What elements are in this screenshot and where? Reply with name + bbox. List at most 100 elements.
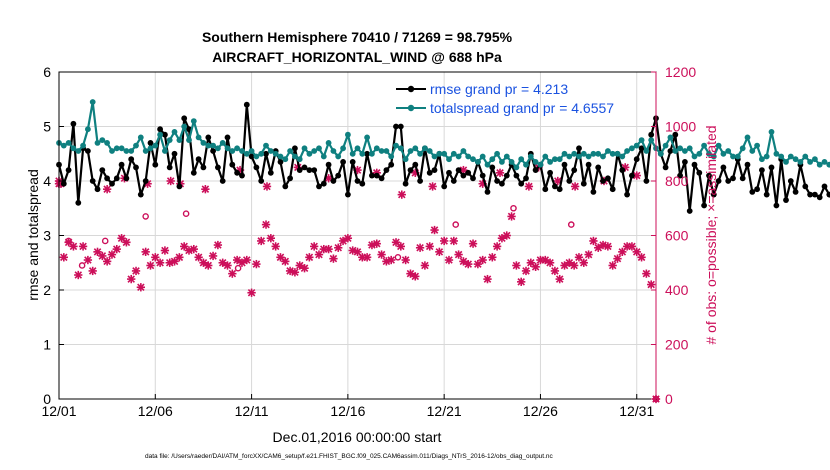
series-point-totalspread	[210, 142, 217, 149]
series-point-totalspread	[672, 148, 679, 154]
series-point-totalspread	[118, 145, 125, 152]
series-point-rmse	[229, 161, 236, 168]
series-point-rmse	[503, 172, 510, 179]
series-point-rmse	[369, 172, 375, 179]
series-point-rmse	[364, 150, 370, 157]
series-point-rmse	[580, 180, 587, 187]
obs-possible-marker	[394, 253, 402, 261]
series-point-rmse	[311, 167, 318, 174]
series-point-totalspread	[152, 142, 159, 149]
series-point-rmse	[494, 178, 500, 184]
series-point-totalspread	[354, 145, 361, 152]
series-point-rmse	[253, 164, 260, 171]
obs-assimilated-marker	[261, 220, 271, 229]
series-point-rmse	[759, 167, 765, 174]
series-point-totalspread	[195, 134, 202, 141]
series-point-rmse	[113, 175, 120, 182]
series-point-totalspread	[258, 150, 265, 157]
obs-assimilated-marker	[107, 250, 117, 259]
series-point-rmse	[162, 131, 168, 138]
obs-assimilated-marker	[464, 259, 473, 269]
series-point-totalspread	[142, 148, 149, 154]
series-point-rmse	[345, 191, 351, 198]
series-point-totalspread	[768, 129, 775, 135]
series-point-rmse	[104, 175, 110, 182]
series-point-rmse	[484, 189, 491, 195]
series-point-rmse	[763, 191, 770, 198]
obs-assimilated-marker	[579, 258, 588, 267]
series-point-totalspread	[494, 150, 500, 157]
series-point-rmse	[792, 189, 799, 195]
y-right-tick-label: 800	[665, 173, 689, 189]
y-left-tick-label: 5	[43, 119, 51, 135]
series-point-totalspread	[325, 140, 332, 146]
series-point-rmse	[118, 161, 125, 168]
series-point-rmse	[667, 148, 674, 154]
obs-assimilated-marker	[377, 250, 386, 259]
series-point-rmse	[152, 161, 159, 168]
series-point-rmse	[215, 164, 221, 171]
x-tick-label: 12/26	[523, 403, 558, 419]
series-point-rmse	[566, 178, 573, 184]
series-point-totalspread	[552, 156, 558, 163]
series-point-totalspread	[499, 159, 505, 165]
series-point-totalspread	[393, 142, 399, 149]
series-point-rmse	[359, 180, 366, 187]
series-point-totalspread	[450, 150, 457, 157]
series-point-rmse	[316, 183, 322, 190]
series-point-totalspread	[335, 153, 342, 160]
obs-assimilated-marker	[488, 253, 497, 262]
obs-assimilated-marker	[131, 266, 141, 276]
series-point-totalspread	[638, 137, 645, 144]
obs-assimilated-marker	[454, 250, 463, 259]
series-point-totalspread	[104, 140, 110, 146]
series-point-totalspread	[248, 148, 255, 154]
obs-possible-marker	[142, 213, 149, 220]
series-point-totalspread	[99, 137, 106, 144]
series-point-totalspread	[388, 153, 395, 160]
series-point-rmse	[677, 172, 683, 179]
series-point-totalspread	[94, 140, 101, 146]
series-point-totalspread	[267, 148, 274, 154]
obs-assimilated-marker	[512, 261, 521, 270]
series-point-totalspread	[566, 153, 573, 160]
series-point-totalspread	[585, 153, 592, 160]
series-point-rmse	[706, 172, 712, 179]
series-point-totalspread	[431, 153, 438, 160]
series-point-totalspread	[629, 145, 635, 152]
obs-assimilated-marker	[175, 253, 184, 262]
series-point-rmse	[590, 189, 597, 195]
series-point-totalspread	[113, 145, 120, 152]
legend-marker-rmse	[407, 85, 415, 93]
obs-assimilated-marker	[310, 242, 319, 251]
series-point-totalspread	[773, 150, 780, 157]
obs-assimilated-marker	[415, 243, 425, 252]
obs-assimilated-marker	[300, 264, 309, 273]
series-point-rmse	[552, 183, 558, 190]
series-point-rmse	[219, 178, 226, 184]
series-point-totalspread	[253, 153, 260, 160]
series-point-rmse	[826, 191, 830, 198]
obs-assimilated-marker	[483, 274, 492, 284]
obs-assimilated-marker	[166, 176, 175, 186]
series-point-totalspread	[383, 148, 390, 154]
obs-assimilated-marker	[78, 242, 88, 251]
series-point-totalspread	[821, 159, 828, 165]
obs-assimilated-marker	[305, 253, 314, 262]
series-point-rmse	[523, 175, 529, 182]
obs-assimilated-marker	[420, 261, 430, 270]
x-tick-label: 12/16	[330, 403, 365, 419]
series-point-totalspread	[696, 150, 703, 157]
series-point-totalspread	[802, 153, 809, 160]
series-point-totalspread	[397, 145, 404, 152]
series-point-rmse	[532, 167, 539, 174]
series-point-rmse	[354, 178, 361, 184]
series-point-totalspread	[749, 148, 756, 154]
legend: rmse grand pr = 4.213 totalspread grand …	[396, 81, 614, 116]
series-point-totalspread	[320, 153, 327, 160]
series-point-rmse	[205, 134, 212, 141]
x-axis-label: Dec.01,2016 00:00:00 start	[273, 429, 442, 445]
series-point-rmse	[754, 186, 760, 193]
series-point-rmse	[542, 186, 549, 193]
series-point-totalspread	[763, 153, 770, 160]
